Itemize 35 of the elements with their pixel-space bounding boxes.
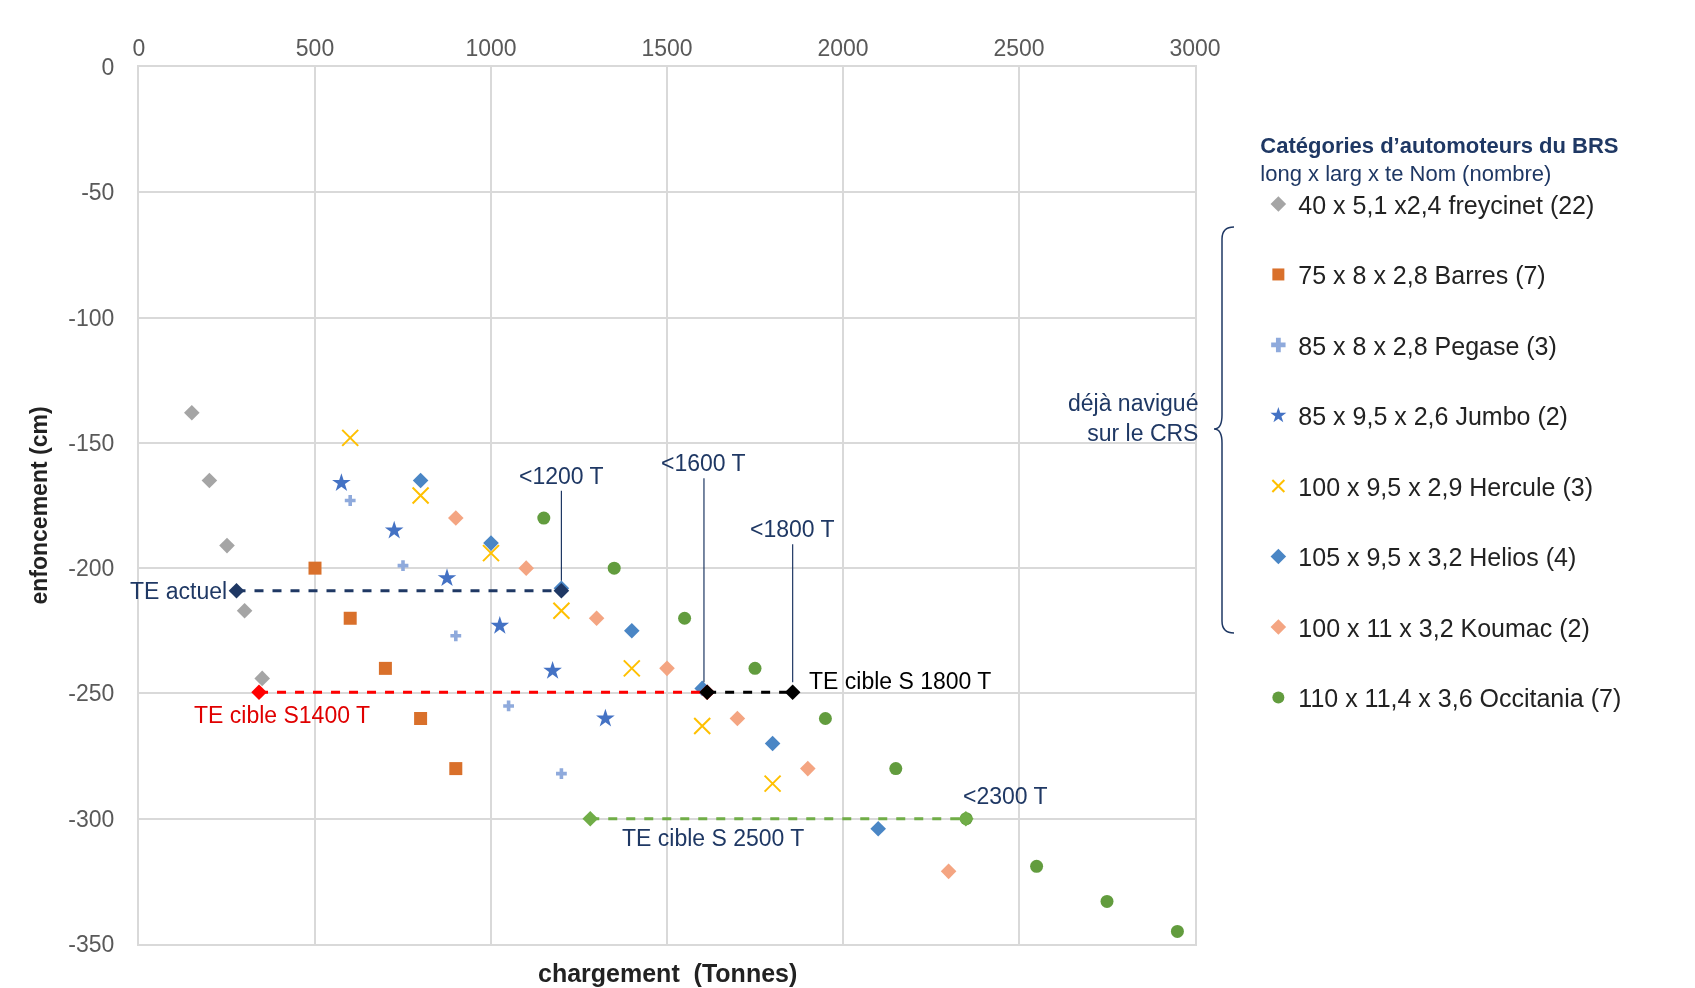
legend-label: 75 x 8 x 2,8 Barres (7) bbox=[1298, 261, 1546, 290]
annotation: TE actuel bbox=[130, 578, 228, 604]
legend-label: 85 x 9,5 x 2,6 Jumbo (2) bbox=[1298, 402, 1568, 431]
y-tick-label: -50 bbox=[81, 179, 115, 206]
annotation: déjà navigué sur le CRS bbox=[1068, 390, 1199, 446]
annotation: <2300 T bbox=[963, 783, 1048, 809]
legend-title: Catégories d’automoteurs du BRS long x larg x te Nom (nombre) bbox=[1260, 132, 1619, 187]
annotation: TE cible S 1800 T bbox=[809, 668, 992, 694]
legend-label: 105 x 9,5 x 3,2 Helios (4) bbox=[1298, 543, 1577, 572]
x-tick-label: 500 bbox=[295, 34, 335, 61]
legend-label: 85 x 8 x 2,8 Pegase (3) bbox=[1298, 331, 1557, 360]
y-axis-title: enfoncement (cm) bbox=[26, 406, 53, 605]
annotation: <1800 T bbox=[750, 516, 835, 542]
annotation: TE cible S1400 T bbox=[194, 702, 371, 728]
x-tick-label: 1500 bbox=[641, 34, 693, 61]
x-tick-label: 1000 bbox=[465, 34, 517, 61]
annotation: <1200 T bbox=[519, 463, 604, 489]
y-tick-label: -250 bbox=[68, 680, 115, 707]
legend-label: 110 x 11,4 x 3,6 Occitania (7) bbox=[1298, 684, 1622, 713]
x-axis-title: chargement (Tonnes) bbox=[538, 959, 798, 987]
annotation: <1600 T bbox=[661, 450, 746, 476]
y-tick-label: 0 bbox=[101, 54, 115, 81]
y-tick-label: -300 bbox=[68, 805, 115, 832]
legend-label: 40 x 5,1 x2,4 freycinet (22) bbox=[1298, 190, 1595, 219]
legend-label: 100 x 9,5 x 2,9 Hercule (3) bbox=[1298, 472, 1593, 501]
x-tick-label: 2500 bbox=[993, 34, 1045, 61]
x-tick-label: 3000 bbox=[1169, 34, 1221, 61]
y-tick-label: -100 bbox=[68, 304, 115, 331]
y-tick-label: -200 bbox=[68, 555, 115, 582]
annotation: TE cible S 2500 T bbox=[622, 825, 805, 851]
x-tick-label: 2000 bbox=[817, 34, 869, 61]
y-tick-label: -350 bbox=[68, 931, 115, 958]
x-tick-label: 0 bbox=[132, 34, 146, 61]
y-tick-label: -150 bbox=[68, 429, 115, 456]
legend-label: 100 x 11 x 3,2 Koumac (2) bbox=[1298, 613, 1590, 642]
